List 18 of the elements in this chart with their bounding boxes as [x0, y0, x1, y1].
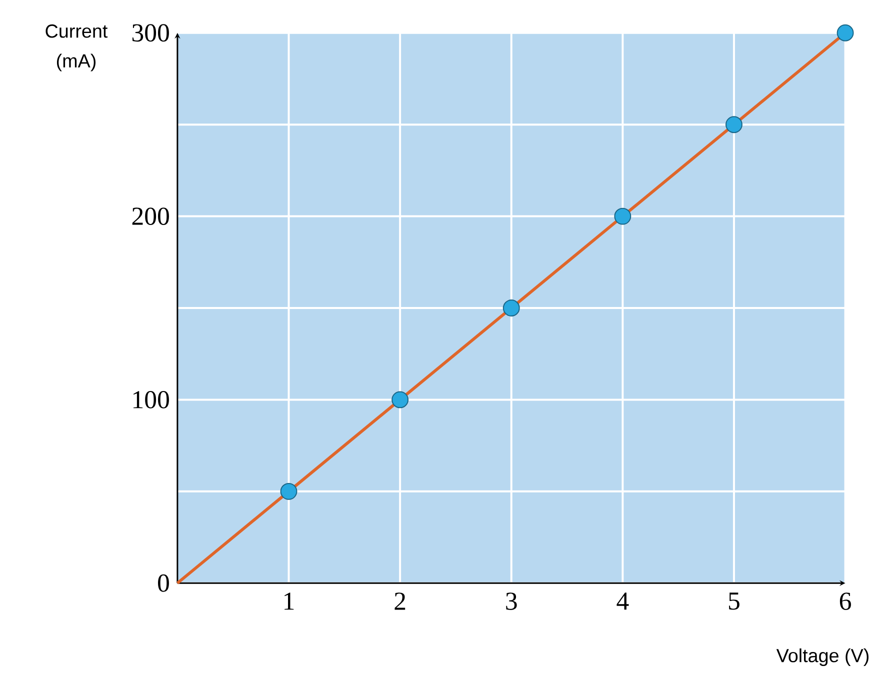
y-tick-label: 100 — [133, 391, 169, 409]
y-tick-label: 200 — [132, 208, 169, 226]
x-axis-title: Voltage (V) — [776, 648, 868, 666]
point — [836, 24, 854, 42]
x-tick-label: 1 — [284, 592, 294, 610]
point — [280, 483, 298, 500]
point — [726, 116, 742, 134]
y-tick-label: 0 — [158, 574, 169, 592]
x-tick-label: 4 — [616, 592, 629, 610]
point — [614, 208, 632, 225]
x-tick-label: 2 — [394, 592, 406, 610]
point — [502, 300, 520, 317]
x-tick-label: 6 — [840, 592, 851, 610]
point — [392, 391, 409, 408]
x-tick-label: 5 — [729, 592, 740, 610]
x-tick-label: 3 — [506, 592, 517, 610]
y-axis-title: Current (mA) — [46, 24, 108, 72]
y-tick-label: 300 — [132, 24, 169, 42]
